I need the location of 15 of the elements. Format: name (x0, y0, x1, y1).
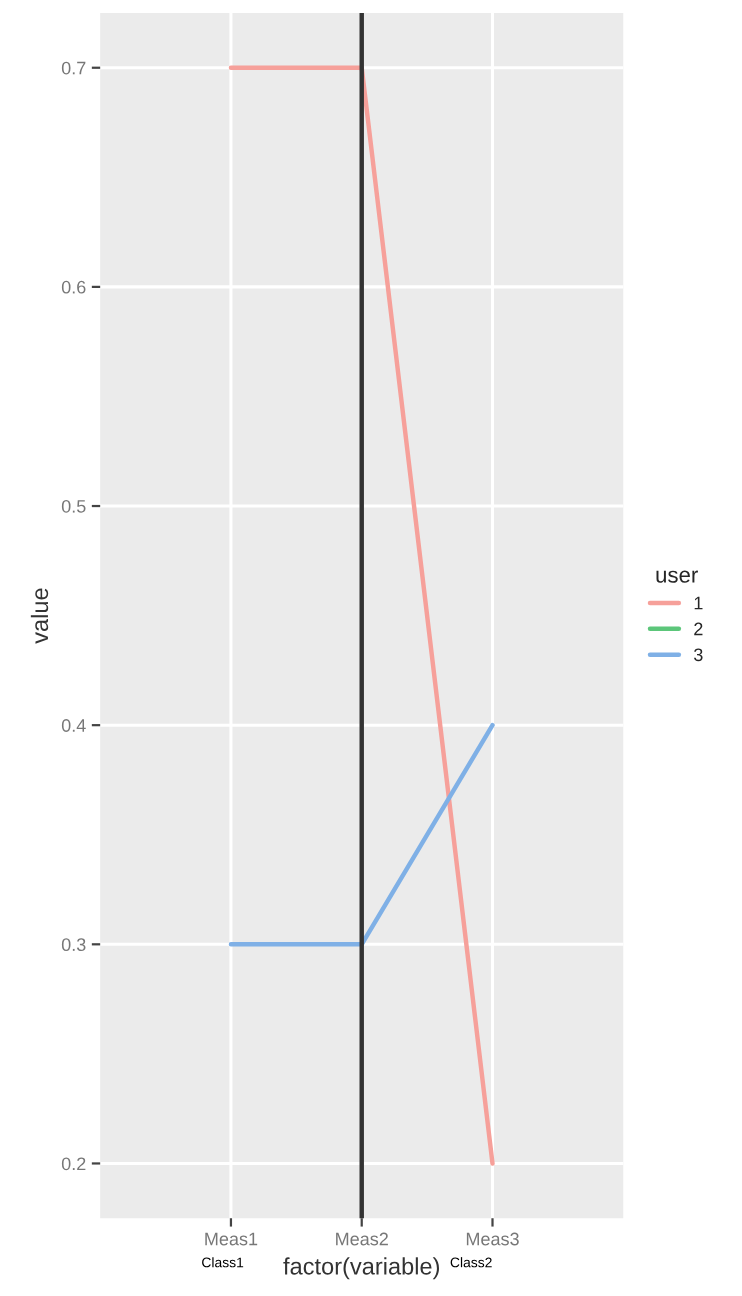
x-axis-title: factor(variable) (283, 1257, 439, 1280)
y-tick-label: 0.4 (61, 719, 86, 732)
x-tick-label: Meas1 (205, 1232, 258, 1246)
y-tick-label: 0.2 (61, 1157, 86, 1171)
y-tick-label: 0.3 (61, 938, 86, 952)
y-tick-label: 0.7 (61, 61, 86, 75)
x-tick-label: Meas3 (466, 1232, 519, 1246)
y-tick-label: 0.5 (61, 499, 86, 513)
y-tick-label: 0.6 (61, 280, 86, 294)
y-axis-title: value (30, 588, 49, 644)
legend-label: 1 (694, 596, 703, 610)
legend-title: user (656, 570, 698, 583)
legend-label: 3 (694, 648, 703, 662)
x-tick-label: Meas2 (336, 1232, 388, 1246)
legend-label: 2 (694, 622, 703, 636)
